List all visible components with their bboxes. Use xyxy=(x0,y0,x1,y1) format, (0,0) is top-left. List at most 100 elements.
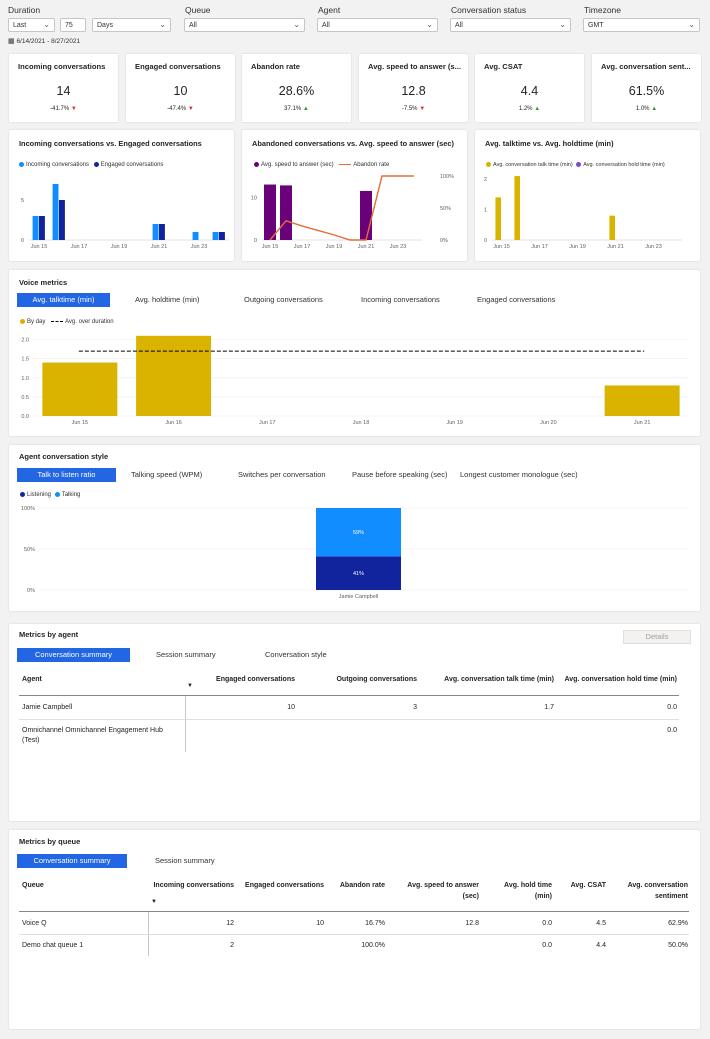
column-header-incoming[interactable]: Incoming conversations xyxy=(153,882,234,889)
tab-incoming[interactable]: Incoming conversations xyxy=(361,295,440,304)
column-header-queue[interactable]: Queue xyxy=(22,882,44,889)
kpi-title: Abandon rate xyxy=(251,62,300,71)
tab-outgoing[interactable]: Outgoing conversations xyxy=(244,295,323,304)
kpi-delta: 1.0% ▲ xyxy=(635,106,658,112)
bar-segment xyxy=(316,508,401,557)
kpi-value: 4.4 xyxy=(520,84,539,98)
column-header-agent[interactable]: Agent xyxy=(22,676,42,683)
column-header-talk-time[interactable]: Avg. conversation talk time (min) xyxy=(444,676,554,683)
y-tick-label: 50% xyxy=(24,547,35,553)
column-header-engaged[interactable]: Engaged conversations xyxy=(216,676,295,683)
chevron-down-icon: ⌄ xyxy=(159,20,166,29)
tab-avg-talktime[interactable]: Avg. talktime (min) xyxy=(17,293,110,307)
legend-dot-icon xyxy=(93,162,99,167)
duration-unit-select[interactable]: Days ⌄ xyxy=(92,18,171,32)
column-header-speed[interactable]: Avg. speed to answer xyxy=(407,882,479,889)
x-tick-label: Jun 21 xyxy=(607,244,624,250)
arrow-up-icon: ▲ xyxy=(651,106,658,112)
column-header-outgoing[interactable]: Outgoing conversations xyxy=(336,676,417,683)
sort-desc-icon[interactable]: ▼ xyxy=(187,683,193,689)
legend-dot-icon xyxy=(54,492,60,497)
talk-time-cell: 1.7 xyxy=(544,704,554,711)
tab-avg-holdtime[interactable]: Avg. holdtime (min) xyxy=(135,295,200,304)
csat-cell: 4.4 xyxy=(596,942,606,949)
column-header-sentiment[interactable]: Avg. conversation xyxy=(627,882,688,889)
hold-cell: 0.0 xyxy=(542,920,552,927)
details-button[interactable]: Details xyxy=(623,630,691,644)
x-tick-label: Jun 16 xyxy=(165,420,182,426)
tab-session-summary[interactable]: Session summary xyxy=(155,856,215,865)
x-tick-label: Jun 23 xyxy=(645,244,662,250)
bar xyxy=(159,224,165,240)
tab-engaged[interactable]: Engaged conversations xyxy=(477,295,556,304)
column-header-hold[interactable]: Avg. hold time xyxy=(504,882,552,889)
tab-switches[interactable]: Switches per conversation xyxy=(238,470,326,479)
x-tick-label: Jun 18 xyxy=(353,420,370,426)
y-tick-label: 2.0 xyxy=(21,338,29,344)
queue-metrics-card: Metrics by queue Conversation summary Se… xyxy=(9,830,700,1029)
kpi-delta: -7.5% ▼ xyxy=(401,106,426,112)
data-label: 41% xyxy=(353,571,364,577)
bar xyxy=(42,362,118,416)
abandon-rate-line xyxy=(269,175,414,241)
chart-legend: Listening Talking xyxy=(20,492,80,498)
bar xyxy=(280,185,292,240)
y-tick-label: 1 xyxy=(484,208,487,214)
arrow-down-icon: ▼ xyxy=(187,106,194,112)
bar-segment xyxy=(316,556,401,590)
talk-hold-chart: 0 1 2 Jun 15 Jun 17 Jun 19 Jun 21 Jun 23 xyxy=(484,176,682,250)
agent-select[interactable]: All ⌄ xyxy=(317,18,438,32)
x-tick-label: Jun 15 xyxy=(493,244,510,250)
section-title: Voice metrics xyxy=(19,278,68,287)
talk-hold-card: Avg. talktime vs. Avg. holdtime (min) Av… xyxy=(475,130,700,261)
agent-name-cell: Jamie Campbell xyxy=(22,704,73,711)
kpi-title: Incoming conversations xyxy=(18,62,106,71)
tab-conversation-style[interactable]: Conversation style xyxy=(265,650,327,659)
duration-mode-select[interactable]: Last ⌄ xyxy=(8,18,55,32)
kpi-card: Incoming conversations 14 -41.7% ▼ xyxy=(9,54,118,122)
data-label: 59% xyxy=(353,530,364,536)
engaged-cell: 10 xyxy=(316,920,324,927)
bar xyxy=(609,215,615,240)
legend-dot-icon xyxy=(20,319,25,324)
column-header-csat[interactable]: Avg. CSAT xyxy=(570,882,606,889)
sort-desc-icon[interactable]: ▼ xyxy=(151,899,157,905)
tab-session-summary[interactable]: Session summary xyxy=(156,650,216,659)
y-tick-label: 0.5 xyxy=(21,395,29,401)
tab-monologue[interactable]: Longest customer monologue (sec) xyxy=(460,470,578,479)
tab-talking-speed[interactable]: Talking speed (WPM) xyxy=(131,470,203,479)
tab-talk-listen[interactable]: Talk to listen ratio xyxy=(17,468,116,482)
timezone-select[interactable]: GMT ⌄ xyxy=(583,18,700,32)
column-header-abandon[interactable]: Abandon rate xyxy=(339,882,385,889)
talk-listen-chart: 0% 50% 100% 41% 59% Jamie Campbell xyxy=(21,506,689,600)
kpi-card: Abandon rate 28.6% 37.1% ▲ xyxy=(242,54,351,122)
chart-title: Incoming conversations vs. Engaged conve… xyxy=(19,139,202,148)
kpi-title: Engaged conversations xyxy=(135,62,221,71)
x-tick-label: Jun 19 xyxy=(111,244,128,250)
x-tick-label: Jun 19 xyxy=(446,420,463,426)
bar xyxy=(59,200,65,240)
legend-line-icon xyxy=(339,163,352,166)
arrow-down-icon: ▼ xyxy=(419,106,426,112)
tab-pause[interactable]: Pause before speaking (sec) xyxy=(352,470,448,479)
bar xyxy=(360,190,372,240)
column-header-hold-time[interactable]: Avg. conversation hold time (min) xyxy=(564,676,677,683)
duration-count-input[interactable]: 75 xyxy=(60,18,86,32)
x-tick-label: Jun 17 xyxy=(259,420,276,426)
queue-select[interactable]: All ⌄ xyxy=(184,18,305,32)
chevron-down-icon: ⌄ xyxy=(559,20,566,29)
tab-conversation-summary[interactable]: Conversation summary xyxy=(17,648,130,662)
chart-legend: By day Avg. over duration xyxy=(20,319,114,325)
incoming-engaged-card: Incoming conversations vs. Engaged conve… xyxy=(9,130,234,261)
chart-legend: Incoming conversations Engaged conversat… xyxy=(19,162,163,168)
legend-dot-icon xyxy=(20,492,25,497)
bar xyxy=(495,197,501,240)
calendar-icon: ▦ xyxy=(8,38,15,45)
kpi-card: Avg. conversation sent... 61.5% 1.0% ▲ xyxy=(592,54,701,122)
chevron-down-icon: ⌄ xyxy=(688,20,695,29)
tab-conversation-summary[interactable]: Conversation summary xyxy=(17,854,127,868)
column-header-engaged[interactable]: Engaged conversations xyxy=(245,882,324,889)
status-select[interactable]: All ⌄ xyxy=(450,18,571,32)
kpi-delta: 1.2% ▲ xyxy=(518,106,541,112)
